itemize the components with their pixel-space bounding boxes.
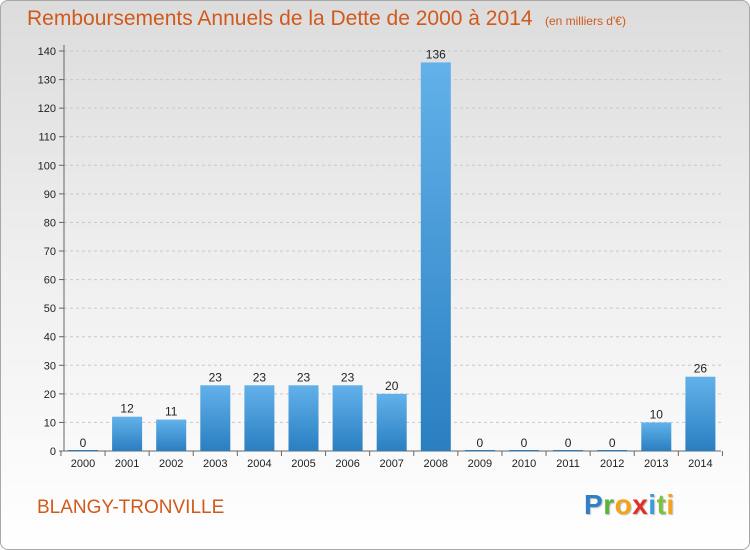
bar-value-label: 20 xyxy=(385,379,399,393)
y-tick-label: 20 xyxy=(44,389,56,401)
logo-letter: o xyxy=(614,489,633,520)
y-tick-label: 130 xyxy=(38,75,56,87)
y-tick-label: 10 xyxy=(44,417,56,429)
bar-value-label: 0 xyxy=(609,436,616,450)
bar-value-label: 0 xyxy=(80,436,87,450)
bar xyxy=(112,416,143,451)
logo-letter: t xyxy=(656,489,667,520)
bar xyxy=(288,385,319,451)
y-tick-label: 70 xyxy=(44,246,56,258)
bar xyxy=(244,385,275,451)
y-tick-label: 80 xyxy=(44,217,56,229)
y-tick-label: 100 xyxy=(38,160,56,172)
bar-value-label: 23 xyxy=(253,370,267,384)
bar xyxy=(156,419,187,451)
bar xyxy=(376,393,407,451)
y-tick-label: 90 xyxy=(44,189,56,201)
logo-letter: i xyxy=(648,489,657,520)
x-tick-label: 2011 xyxy=(556,458,580,470)
chart-title: Remboursements Annuels de la Dette de 20… xyxy=(27,7,533,30)
proxiti-logo[interactable]: Proxiti xyxy=(584,489,675,521)
labels: 0 12 11 23 23 23 23 20 136 0 0 0 0 10 26 xyxy=(80,47,708,450)
bar-value-label: 12 xyxy=(120,402,134,416)
y-tick-label: 60 xyxy=(44,275,56,287)
bar xyxy=(641,422,672,451)
y-tick-label: 50 xyxy=(44,303,56,315)
x-tick-label: 2010 xyxy=(512,458,536,470)
x-tick-label: 2005 xyxy=(291,458,315,470)
x-tick-label: 2003 xyxy=(203,458,227,470)
x-tick-label: 2008 xyxy=(424,458,448,470)
logo-letter: x xyxy=(632,489,649,520)
bar xyxy=(68,450,98,451)
bar-value-label: 23 xyxy=(297,370,311,384)
x-tick-label: 2001 xyxy=(115,458,139,470)
x-tick-label: 2009 xyxy=(468,458,492,470)
y-tick-label: 40 xyxy=(44,332,56,344)
y-tick-label: 120 xyxy=(38,103,56,115)
bar-value-label: 0 xyxy=(477,436,484,450)
chart-unit: (en milliers d'€) xyxy=(544,14,626,28)
bar xyxy=(332,385,363,451)
x-tick-label: 2004 xyxy=(247,458,271,470)
bar-value-label: 23 xyxy=(341,370,355,384)
bar xyxy=(597,450,628,451)
bar-value-label: 0 xyxy=(521,436,528,450)
x-tick-label: 2000 xyxy=(71,458,95,470)
x-tick-label: 2013 xyxy=(644,458,668,470)
x-tick-label: 2012 xyxy=(600,458,624,470)
chart-title-block: Remboursements Annuels de la Dette de 20… xyxy=(27,7,626,31)
bars xyxy=(68,62,716,452)
bar-value-label: 0 xyxy=(565,436,572,450)
bar-value-label: 10 xyxy=(650,407,664,421)
logo-letter: P xyxy=(584,489,604,520)
x-tick-label: 2002 xyxy=(159,458,183,470)
bar xyxy=(464,450,495,451)
bar-value-label: 26 xyxy=(694,362,708,376)
bar-value-label: 11 xyxy=(165,405,178,419)
logo-letter: r xyxy=(603,489,615,520)
x-tick-label: 2006 xyxy=(335,458,359,470)
logo-letter: i xyxy=(666,489,675,520)
y-tick-label: 0 xyxy=(50,446,56,458)
bar xyxy=(509,450,539,451)
bar xyxy=(420,62,451,452)
bar-value-label: 136 xyxy=(426,47,446,61)
bar xyxy=(553,450,584,451)
bar xyxy=(685,376,716,451)
bar xyxy=(200,385,231,451)
commune-name: BLANGY-TRONVILLE xyxy=(37,497,225,518)
grid-lines xyxy=(64,50,721,423)
x-tick-label: 2007 xyxy=(379,458,403,470)
y-tick-label: 30 xyxy=(44,360,56,372)
x-tick-label: 2014 xyxy=(688,458,712,470)
bar-value-label: 23 xyxy=(209,370,223,384)
y-tick-label: 140 xyxy=(38,46,56,58)
y-tick-label: 110 xyxy=(38,132,56,144)
